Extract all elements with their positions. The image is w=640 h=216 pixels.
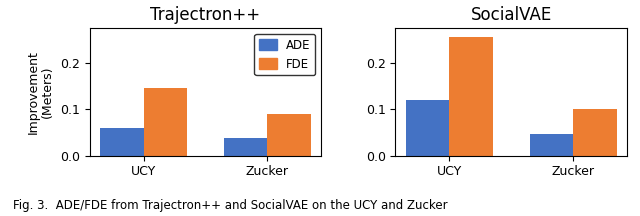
Legend: ADE, FDE: ADE, FDE (254, 34, 316, 75)
Text: Fig. 3.  ADE/FDE from Trajectron++ and SocialVAE on the UCY and Zucker: Fig. 3. ADE/FDE from Trajectron++ and So… (13, 199, 447, 212)
Bar (224, 138, 268, 156)
Title: Trajectron++: Trajectron++ (150, 6, 260, 24)
Bar (100, 128, 143, 156)
Bar (268, 114, 311, 156)
Bar (573, 109, 617, 156)
Y-axis label: Improvement
(Meters): Improvement (Meters) (26, 50, 54, 134)
Bar (530, 134, 573, 156)
Bar (449, 37, 493, 156)
Bar (406, 100, 449, 156)
Title: SocialVAE: SocialVAE (470, 6, 552, 24)
Bar (143, 88, 187, 156)
